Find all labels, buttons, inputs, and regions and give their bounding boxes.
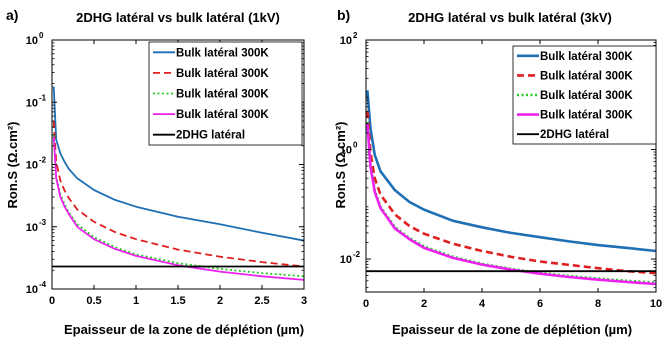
x-tick-label: 1 [133,295,139,307]
y-tick-label: 10 [340,35,352,47]
legend-entry: Bulk latéral 300K [176,68,269,80]
chart-title: 2DHG latéral vs bulk latéral (1kV) [76,10,280,25]
chart-panel-a: a) 2DHG latéral vs bulk latéral (1kV) Ron.… [5,7,307,337]
y-tick-label: 10 [340,145,352,157]
y-tick-label: 10 [26,284,38,296]
y-tick-exponent: -2 [39,156,47,165]
x-tick-label: 4 [479,298,486,310]
legend: Bulk latéral 300K Bulk latéral 300K Bulk l… [512,45,657,145]
y-tick-label: 10 [26,35,38,47]
x-tick-label: 8 [595,298,601,310]
y-tick-exponent: -2 [353,250,361,259]
chart-title: 2DHG latéral vs bulk latéral (3kV) [408,10,612,25]
legend-entry: Bulk latéral 300K [176,89,269,101]
x-axis-label: Epaisseur de la zone de déplétion (µm) [392,322,632,337]
series-line [52,134,304,278]
legend-entry: 2DHG latéral [540,129,609,141]
x-tick-label: 2 [217,295,223,307]
x-tick-label: 0 [49,295,55,307]
legend-entry: 2DHG latéral [176,130,245,142]
panel-label: a) [6,7,18,23]
legend-entry: Bulk latéral 300K [540,90,633,102]
series-line [52,136,304,281]
legend-entry: Bulk latéral 300K [176,109,269,121]
y-axis-label: Ron.S (Ω.cm²) [333,122,348,209]
y-tick-exponent: -4 [39,280,47,289]
y-tick-exponent: 0 [353,141,358,150]
x-tick-label: 2.5 [254,295,269,307]
x-axis-label: Epaisseur de la zone de déplétion (µm) [64,322,304,337]
series-line [52,86,304,242]
series-group [366,90,656,286]
series-group [52,86,304,281]
y-tick-label: 10 [26,222,38,234]
y-tick-exponent: 2 [353,31,358,40]
x-tick-label: 2 [421,298,427,310]
y-tick-exponent: -1 [39,93,47,102]
x-tick-label: 0.5 [86,295,101,307]
x-tick-label: 10 [650,298,662,310]
legend: Bulk latéral 300K Bulk latéral 300K Bulk l… [148,41,303,146]
y-tick-exponent: 0 [39,31,44,40]
y-tick-label: 10 [26,97,38,109]
y-tick-label: 10 [340,254,352,266]
chart-panel-b: b) 2DHG latéral vs bulk latéral (3kV) Ron.… [333,7,662,337]
panel-label: b) [337,7,350,23]
series-line [52,120,304,268]
series-line [366,90,656,253]
legend-entry: Bulk latéral 300K [176,47,269,59]
y-tick-label: 10 [26,160,38,172]
x-tick-label: 1.5 [170,295,185,307]
series-line [366,111,656,275]
y-tick-exponent: -3 [39,218,47,227]
legend-entry: Bulk latéral 300K [540,51,633,63]
x-tick-label: 6 [537,298,543,310]
legend-entry: Bulk latéral 300K [540,70,633,82]
x-tick-label: 3 [301,295,307,307]
series-line [366,123,656,286]
x-tick-label: 0 [363,298,369,310]
legend-box [148,41,303,146]
legend-entry: Bulk latéral 300K [540,110,633,122]
y-axis-label: Ron.S (Ω.cm²) [5,122,20,209]
